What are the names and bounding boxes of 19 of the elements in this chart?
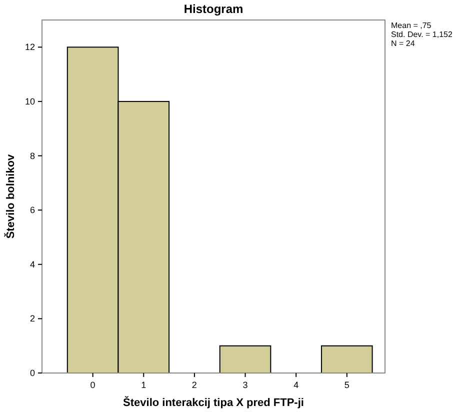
text: N = 24: [391, 39, 416, 48]
text: Mean = ,75: [391, 21, 432, 30]
y-tick-label: 8: [30, 150, 35, 161]
y-tick-label: 10: [24, 96, 35, 106]
text: Std. Dev. = 1,152: [391, 30, 453, 39]
y-tick-label: 0: [30, 368, 35, 378]
y-axis-title: Število bolnikov: [4, 153, 17, 239]
y-tick-label: 2: [30, 314, 35, 324]
y-tick-label: 6: [30, 205, 35, 216]
x-tick-label: 3: [242, 380, 248, 390]
x-tick-label: 1: [141, 380, 146, 390]
x-tick-label: 4: [294, 380, 299, 390]
y-tick-label: 12: [24, 42, 35, 52]
x-tick-label: 5: [344, 380, 350, 390]
x-axis-title: Število interakcij tipa X pred FTP-ji: [123, 396, 304, 409]
x-tick-label: 0: [90, 380, 96, 390]
chart-title: Histogram: [184, 2, 244, 16]
y-tick-label: 4: [30, 259, 35, 270]
x-tick-label: 2: [192, 380, 197, 390]
